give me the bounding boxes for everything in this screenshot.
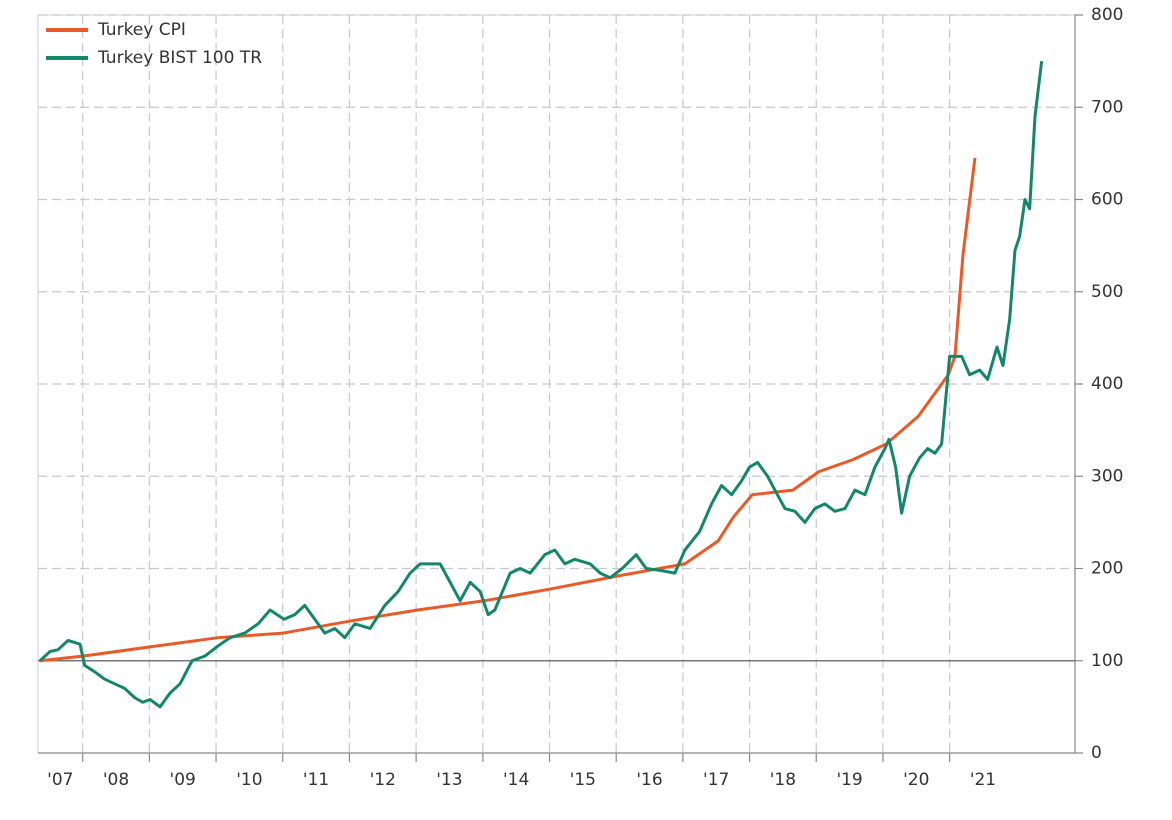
- series-line: [38, 60, 1044, 709]
- y-tick-label: 200: [1091, 559, 1123, 579]
- y-tick-label: 100: [1091, 651, 1123, 671]
- x-tick-label: '14: [503, 770, 529, 790]
- x-tick-label: '16: [636, 770, 662, 790]
- series-line: [39, 157, 977, 663]
- x-tick-label: '20: [903, 770, 929, 790]
- x-tick-label: '12: [370, 770, 396, 790]
- y-tick-label: 400: [1091, 374, 1123, 394]
- y-tick-label: 300: [1091, 466, 1123, 486]
- legend-label: Turkey CPI: [97, 20, 186, 40]
- x-tick-label: '08: [103, 770, 129, 790]
- y-tick-label: 700: [1091, 97, 1123, 117]
- x-tick-label: '07: [47, 770, 73, 790]
- x-tick-label: '18: [770, 770, 796, 790]
- x-tick-label: '19: [836, 770, 862, 790]
- x-tick-label: '17: [703, 770, 729, 790]
- x-tick-label: '21: [970, 770, 996, 790]
- x-tick-label: '09: [170, 770, 196, 790]
- y-tick-label: 500: [1091, 282, 1123, 302]
- y-tick-label: 800: [1091, 5, 1123, 25]
- legend-label: Turkey BIST 100 TR: [97, 48, 262, 68]
- x-tick-label: '10: [236, 770, 262, 790]
- y-tick-label: 600: [1091, 190, 1123, 210]
- x-tick-label: '15: [570, 770, 596, 790]
- x-tick-label: '13: [436, 770, 462, 790]
- x-tick-label: '11: [303, 770, 329, 790]
- y-tick-label: 0: [1091, 743, 1102, 763]
